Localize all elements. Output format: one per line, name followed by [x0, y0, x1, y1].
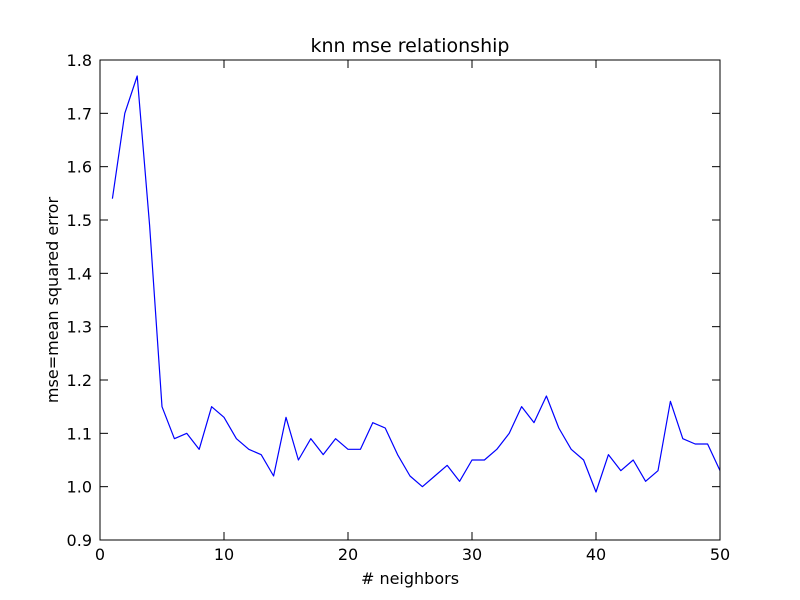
y-tick-label: 1.5 — [67, 211, 92, 230]
x-tick-label: 20 — [338, 545, 358, 564]
y-tick-label: 1.8 — [67, 51, 92, 70]
chart-title: knn mse relationship — [311, 35, 510, 57]
x-tick-label: 0 — [95, 545, 105, 564]
x-axis-label: # neighbors — [361, 569, 459, 588]
x-tick-label: 40 — [586, 545, 606, 564]
x-tick-label: 10 — [214, 545, 234, 564]
y-axis-label: mse=mean squared error — [43, 197, 62, 404]
plot-area: 0 10 20 30 40 50 0.9 1.0 1.1 1.2 1.3 1.4 1.5 1.6 1.7 1.… — [67, 51, 731, 564]
y-tick-label: 1.7 — [67, 104, 92, 123]
y-tick-label: 1.3 — [67, 318, 92, 337]
y-tick-label: 1.1 — [67, 424, 92, 443]
x-tick-label: 30 — [462, 545, 482, 564]
y-tick-label: 1.2 — [67, 371, 92, 390]
y-tick-label: 1.4 — [67, 264, 92, 283]
y-tick-label: 1.6 — [67, 158, 92, 177]
x-tick-label: 50 — [710, 545, 730, 564]
y-tick-label: 0.9 — [67, 531, 92, 550]
y-tick-label: 1.0 — [67, 478, 92, 497]
plot-frame — [99, 59, 721, 541]
data-series-line — [111, 75, 721, 493]
